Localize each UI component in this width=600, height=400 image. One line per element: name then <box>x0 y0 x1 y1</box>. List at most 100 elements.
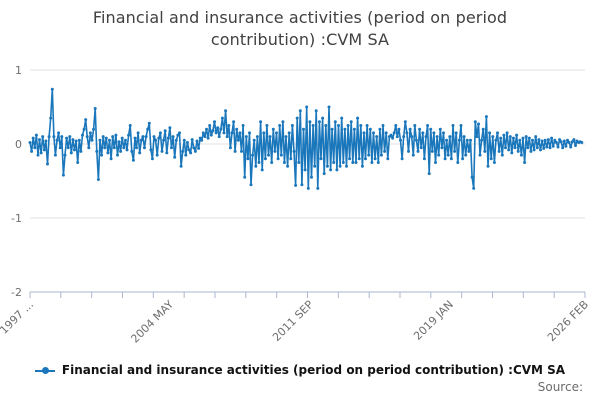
data-point <box>60 135 64 139</box>
data-point <box>338 164 342 168</box>
data-point <box>217 135 221 139</box>
data-point <box>150 157 154 161</box>
data-point <box>77 138 81 142</box>
data-point <box>473 120 477 124</box>
data-point <box>418 127 422 131</box>
data-point <box>82 127 86 131</box>
data-point <box>535 146 539 150</box>
data-point <box>445 138 449 142</box>
data-point <box>440 146 444 150</box>
data-point <box>340 116 344 120</box>
data-point <box>543 138 547 142</box>
data-point <box>88 131 92 135</box>
legend[interactable]: Financial and insurance activities (peri… <box>0 363 600 377</box>
data-point <box>131 158 135 162</box>
data-point <box>564 144 568 148</box>
data-point <box>391 136 395 140</box>
data-point <box>372 131 375 135</box>
data-point <box>405 131 409 135</box>
data-point <box>232 120 236 124</box>
data-point <box>566 138 569 142</box>
x-tick-label: 2019 JAN <box>411 298 456 343</box>
data-point <box>252 138 256 142</box>
data-point <box>295 116 299 120</box>
data-point <box>106 151 110 155</box>
data-point <box>370 161 374 164</box>
data-point <box>182 138 186 142</box>
data-point <box>236 138 240 142</box>
data-point <box>529 149 533 153</box>
data-point <box>244 135 248 139</box>
data-point <box>561 146 565 150</box>
data-point <box>257 161 261 164</box>
data-point <box>333 120 337 124</box>
data-point <box>488 131 492 135</box>
data-point <box>103 146 107 150</box>
data-point <box>158 131 162 135</box>
data-point <box>497 149 501 153</box>
data-point <box>499 136 503 140</box>
data-point <box>271 127 275 131</box>
data-point <box>496 131 499 135</box>
data-point <box>324 124 328 127</box>
data-point <box>317 120 321 124</box>
data-point <box>263 157 267 161</box>
data-point <box>275 131 278 135</box>
data-point <box>224 109 228 113</box>
data-point <box>321 116 325 120</box>
data-point <box>119 149 123 153</box>
data-point <box>58 146 62 150</box>
data-point <box>289 157 293 161</box>
data-point <box>273 149 277 153</box>
data-point <box>580 141 584 144</box>
data-point <box>438 127 442 131</box>
y-tick-label: 1 <box>15 64 22 77</box>
data-point <box>513 146 517 150</box>
data-point <box>570 140 574 144</box>
data-point <box>556 145 560 149</box>
data-point <box>462 135 466 139</box>
data-point <box>123 138 127 142</box>
data-point <box>152 135 156 139</box>
data-point <box>424 135 428 139</box>
data-point <box>219 127 223 131</box>
data-point <box>61 173 65 177</box>
data-point <box>255 135 259 139</box>
data-point <box>108 138 111 142</box>
data-point <box>332 161 336 164</box>
data-point <box>359 124 363 127</box>
data-point <box>459 124 463 127</box>
data-point <box>49 116 53 120</box>
data-point <box>329 168 333 172</box>
data-point <box>308 120 312 124</box>
data-point <box>160 149 164 153</box>
x-tick-label: 2011 SEP <box>270 298 316 344</box>
data-point <box>127 133 131 137</box>
data-point <box>208 124 212 127</box>
data-point <box>413 124 417 127</box>
data-point <box>192 146 196 150</box>
data-point <box>227 124 231 127</box>
data-point <box>189 151 193 155</box>
data-point <box>230 131 234 135</box>
data-point <box>384 131 388 135</box>
data-point <box>209 133 213 137</box>
data-point <box>290 124 294 127</box>
data-point <box>251 153 255 157</box>
data-point <box>346 124 350 127</box>
data-point <box>527 136 531 140</box>
data-point <box>42 148 46 152</box>
data-point <box>383 149 387 153</box>
data-point <box>364 157 367 161</box>
data-point <box>367 153 371 157</box>
data-point <box>225 135 229 139</box>
data-point <box>34 133 38 137</box>
data-point <box>542 146 546 150</box>
data-point <box>282 161 286 164</box>
legend-line-dot-icon <box>34 366 55 375</box>
data-point <box>203 135 207 139</box>
data-point <box>518 138 522 142</box>
data-point <box>163 129 167 133</box>
x-tick-label: 1997 ... <box>0 298 36 337</box>
data-point <box>486 164 490 168</box>
